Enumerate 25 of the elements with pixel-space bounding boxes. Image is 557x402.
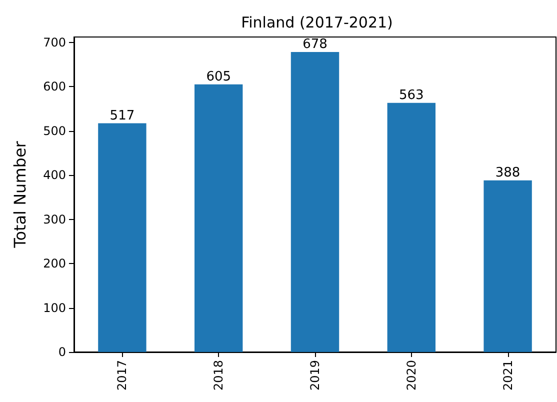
data-label: 678 bbox=[302, 37, 328, 52]
y-tick-label: 300 bbox=[43, 212, 66, 226]
y-tick-label: 100 bbox=[43, 300, 66, 315]
y-tick-label: 500 bbox=[43, 124, 66, 138]
data-label: 388 bbox=[495, 165, 520, 180]
y-tick-label: 0 bbox=[58, 345, 66, 359]
x-tick-label: 2017 bbox=[115, 360, 130, 391]
bar bbox=[387, 102, 436, 352]
y-tick-label: 700 bbox=[43, 35, 66, 50]
bar bbox=[194, 84, 243, 352]
y-tick-label: 400 bbox=[43, 168, 66, 182]
data-label: 605 bbox=[206, 69, 232, 84]
chart-title: Finland (2017-2021) bbox=[241, 14, 393, 32]
x-tick-label: 2019 bbox=[308, 360, 322, 391]
bar bbox=[484, 180, 532, 352]
y-axis-title: Total Number bbox=[10, 140, 30, 249]
x-tick-label: 2018 bbox=[212, 360, 226, 391]
x-tick-label: 2020 bbox=[404, 360, 418, 391]
data-label: 517 bbox=[110, 108, 135, 124]
data-label: 563 bbox=[398, 88, 424, 103]
bar bbox=[290, 52, 340, 352]
y-tick-label: 600 bbox=[43, 80, 66, 94]
bar bbox=[98, 123, 146, 352]
y-tick-label: 200 bbox=[43, 256, 66, 271]
x-tick-label: 2021 bbox=[500, 360, 515, 391]
